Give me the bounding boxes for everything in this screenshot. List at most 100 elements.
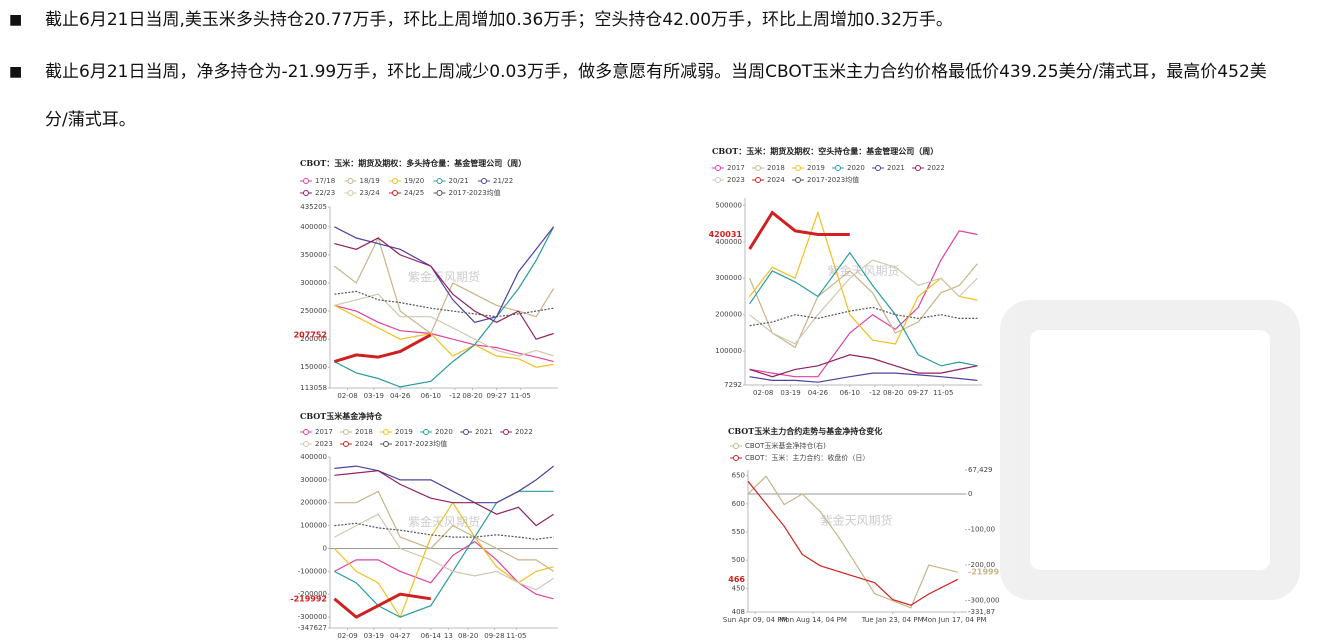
legend-symbol <box>343 441 349 447</box>
bullet: 截止6月21日当周，净多持仓为-21.99万手，环比上周减少0.03万手，做多意… <box>9 48 1285 144</box>
series-line <box>334 513 554 591</box>
x-tick-label: 08-20 <box>883 389 903 397</box>
x-tick-label: Sun Apr 09, 04 PM <box>723 616 788 624</box>
y-tick-label: 300000 <box>300 476 327 484</box>
legend-symbol <box>875 165 881 171</box>
x-tick-label: Mon Jun 17, 04 PM <box>922 616 987 624</box>
y-tick-label: 408 <box>732 608 745 616</box>
legend-label: 24/25 <box>404 189 424 197</box>
legend-label: 2022 <box>927 164 945 172</box>
legend-symbol <box>392 178 398 184</box>
series-line <box>749 259 978 345</box>
y-tick-label: 200000 <box>715 311 742 319</box>
legend-symbol <box>795 165 801 171</box>
y2-tick-label: -200,00 <box>968 561 995 569</box>
legend-symbol <box>383 441 389 447</box>
series-line <box>749 230 978 378</box>
legend-label: 2021 <box>475 428 493 436</box>
y-tick-label: 400000 <box>300 223 327 231</box>
legend-symbol <box>303 178 309 184</box>
last-value-label: 420031 <box>709 230 743 239</box>
x-tick-label: 04-26 <box>390 392 411 400</box>
legend-symbol <box>423 429 429 435</box>
y-tick-label: 0 <box>323 544 327 552</box>
legend-label: 2017-2023均值 <box>395 439 447 448</box>
legend-symbol <box>436 178 443 184</box>
x-tick-label: 11-05 <box>933 389 953 397</box>
x-tick-label: 04-26 <box>808 389 829 397</box>
y-tick-label: -300000 <box>298 613 327 621</box>
x-tick-label: 02-09 <box>337 632 357 640</box>
y-tick-label: 113058 <box>300 384 327 392</box>
series-line <box>748 210 850 250</box>
series-line <box>749 251 978 367</box>
legend-label: 18/19 <box>360 177 380 185</box>
watermark: 紫金天风期货 <box>408 269 480 284</box>
y-tick-label: -100000 <box>298 567 327 575</box>
x-tick-label: 08-20 <box>462 392 482 400</box>
series-line <box>747 480 959 606</box>
y-tick-label: -200000 <box>298 590 327 598</box>
x-tick-label: -12 <box>449 392 460 400</box>
legend-symbol <box>481 178 487 184</box>
legend-symbol <box>915 165 921 171</box>
series-line <box>334 226 555 388</box>
series-line <box>334 304 554 368</box>
series-line <box>334 237 554 340</box>
logo <box>1000 300 1300 600</box>
series-line <box>334 490 554 572</box>
legend-symbol <box>347 190 354 196</box>
series-line <box>749 210 978 345</box>
x-tick-label: 08-20 <box>458 632 478 640</box>
y-tick-label: 7292 <box>724 381 742 389</box>
y-tick-label: 650 <box>732 472 745 480</box>
series-line <box>749 372 978 383</box>
legend-label: 2017 <box>315 428 333 436</box>
legend-label: 17/18 <box>315 177 335 185</box>
legend-label: CBOT玉米基金净持仓(右) <box>745 441 826 450</box>
legend-symbol <box>383 429 389 435</box>
series-line <box>749 306 978 327</box>
legend-symbol <box>303 441 309 447</box>
x-tick-label: 03-19 <box>364 632 384 640</box>
legend-label: 2017-2023均值 <box>449 188 501 197</box>
legend-symbol <box>436 190 443 196</box>
legend-symbol <box>503 429 509 435</box>
series-line <box>749 263 978 349</box>
series-line <box>333 333 432 364</box>
legend-symbol <box>343 429 349 435</box>
legend-label: 2020 <box>847 164 865 172</box>
legend-label: 2018 <box>355 428 373 436</box>
series-line <box>334 293 554 357</box>
legend-label: 2024 <box>355 440 373 448</box>
x-tick-label: 06-10 <box>421 392 441 400</box>
y-tick-label: 400000 <box>715 238 742 246</box>
series-line <box>334 540 554 600</box>
y-tick-label: 300000 <box>300 279 327 287</box>
legend-label: 2018 <box>767 164 785 172</box>
legend-label: 2024 <box>767 176 785 184</box>
last-value-label: -219992 <box>290 594 327 603</box>
legend-symbol <box>835 165 841 171</box>
legend-symbol <box>795 177 801 183</box>
y-tick-label: 200000 <box>300 335 327 343</box>
y2-tick-label: 0 <box>968 490 972 498</box>
chart-title: CBOT：玉米：期货及期权：多头持仓量：基金管理公司（周） <box>300 158 526 168</box>
y-tick-label: 300000 <box>715 274 742 282</box>
legend-symbol <box>755 165 761 171</box>
legend-label: 2017 <box>727 164 745 172</box>
y2-tick-label: -331,87 <box>968 608 995 616</box>
series-line <box>334 470 554 527</box>
legend-symbol <box>463 429 469 435</box>
legend-label: 23/24 <box>360 189 381 197</box>
x-tick-label: 06-10 <box>840 389 860 397</box>
y2-tick-label: -300,000 <box>968 597 999 605</box>
x-tick-label: 04-27 <box>390 632 410 640</box>
series-line <box>334 522 554 540</box>
y-tick-label: 400000 <box>300 453 327 461</box>
y-tick-label: 150000 <box>300 363 327 371</box>
y2-tick-label: -100,00 <box>968 526 995 534</box>
x-tick-label: 06-14 <box>421 632 442 640</box>
chart-title: CBOT：玉米：期货及期权：空头持仓量：基金管理公司（周） <box>712 146 938 156</box>
